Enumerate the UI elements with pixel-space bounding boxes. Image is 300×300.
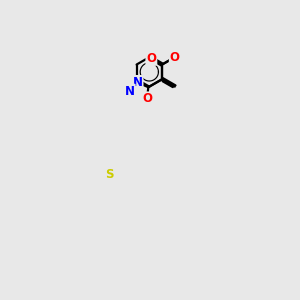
Text: S: S [105,168,113,181]
Text: O: O [142,92,152,105]
Text: O: O [146,52,156,65]
Text: N: N [125,85,135,98]
Text: N: N [133,76,142,89]
Text: O: O [170,51,180,64]
